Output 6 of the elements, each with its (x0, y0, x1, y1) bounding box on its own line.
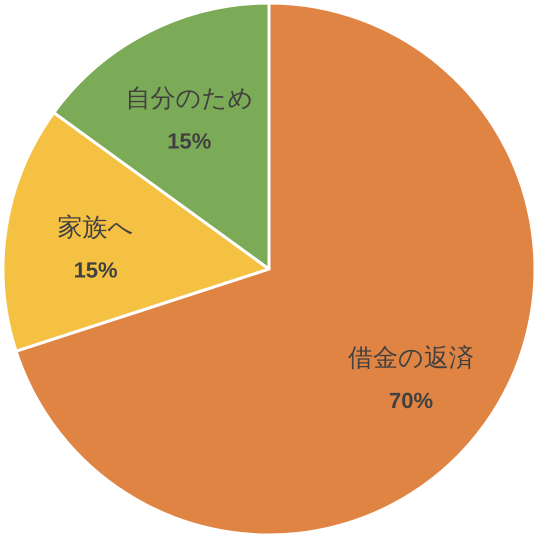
data-label: 15% (74, 258, 118, 283)
slice-label: 自分のため (125, 84, 254, 113)
data-label: 15% (167, 128, 212, 154)
data-label: 70% (389, 388, 434, 414)
slice-label: 家族へ (58, 212, 134, 242)
slice-label: 借金の返済 (348, 343, 474, 372)
